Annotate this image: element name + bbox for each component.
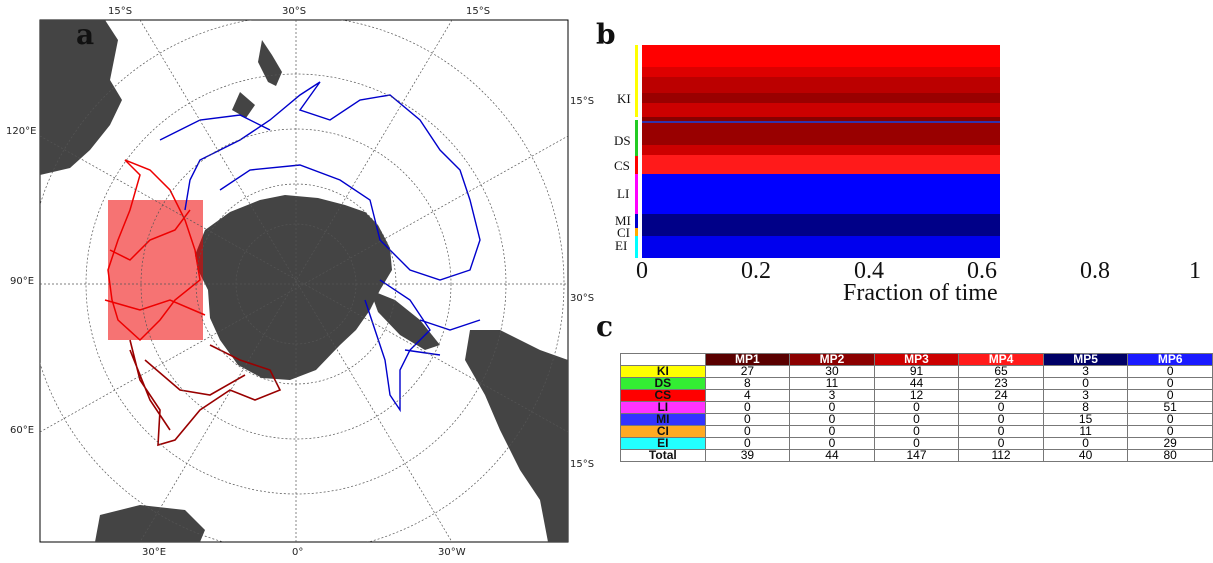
map-panel: a 15°S 30°S 15°S 15°S 30°S 15°S 120°E 90… [0, 0, 600, 559]
red-tracks-density [108, 200, 203, 340]
table-body: KI 27 30 91 65 3 0 DS 8 11 44 23 0 0 CS 4 3 12 24 3 0 LI 0 0 0 0 8… [620, 365, 1213, 462]
band-mp2-a [642, 93, 1000, 103]
row-header-total: Total [620, 449, 706, 462]
x-tick-0: 0 [636, 258, 648, 284]
table-cell: 112 [958, 449, 1044, 462]
x-tick-0-4: 0.4 [854, 258, 884, 284]
antarctic-peninsula [370, 290, 440, 350]
group-label-mi: MI [615, 213, 631, 228]
band-mp1-a [642, 117, 1000, 121]
table-cell: 147 [873, 449, 960, 462]
group-bar-ds [635, 120, 638, 156]
lat-label-top-right: 15°S [466, 6, 491, 17]
group-label-ei: EI [615, 238, 628, 253]
group-label-li: LI [617, 186, 630, 201]
table-cell: 80 [1127, 449, 1213, 462]
graticule [40, 20, 568, 542]
table-row: KI 27 30 91 65 3 0 [620, 365, 1213, 378]
band-mp4-a [642, 45, 1000, 67]
panel-c-letter: c [596, 310, 614, 343]
lon-label-left-lower: 60°E [10, 425, 35, 436]
group-label-ds: DS [614, 133, 631, 148]
new-zealand-land [258, 40, 282, 86]
group-label-ci: CI [617, 225, 630, 240]
band-mp5-thin [642, 121, 1000, 123]
antarctica-land [195, 195, 392, 380]
table-cell: 44 [789, 449, 875, 462]
column-header-mp5: MP5 [1042, 353, 1129, 366]
blue-tracks-pacific [159, 81, 481, 281]
row-header-cs: CS [620, 389, 706, 402]
polar-map [39, 19, 569, 543]
lon-label-bottom-left: 30°E [142, 547, 167, 558]
table-cell: 24 [958, 389, 1044, 402]
band-mp5-a [642, 214, 1000, 236]
panel-a-letter: a [76, 18, 95, 51]
x-tick-1: 1 [1189, 258, 1201, 284]
fraction-time-chart [635, 45, 1000, 258]
lat-label-right-lower: 15°S [570, 459, 595, 470]
lon-label-left-upper: 120°E [6, 126, 37, 137]
table-cell: 40 [1042, 449, 1129, 462]
band-mp2-b [642, 123, 1000, 145]
group-bar-cs [635, 156, 638, 174]
table-row: Total 39 44 147 112 40 80 [620, 449, 1213, 462]
lat-label-right-mid: 30°S [570, 293, 595, 304]
panel-b-letter: b [596, 18, 616, 51]
table-header-row: MP1 MP2 MP3 MP4 MP5 MP6 [620, 353, 1213, 366]
band-mp3-d [642, 145, 1000, 155]
column-header-mp2: MP2 [789, 353, 875, 366]
group-bar-ei [635, 236, 638, 258]
x-tick-0-6: 0.6 [967, 258, 997, 284]
new-zealand-south [232, 92, 255, 118]
band-mp4-b [642, 155, 1000, 174]
table-corner-cell [620, 353, 706, 366]
group-bar-ci [635, 228, 638, 236]
lat-label-top-left: 15°S [108, 6, 133, 17]
band-mp6-b [642, 236, 1000, 258]
x-tick-0-8: 0.8 [1080, 258, 1110, 284]
table-cell: 39 [704, 449, 791, 462]
australia-land [40, 20, 122, 175]
lon-label-left-mid: 90°E [10, 276, 35, 287]
x-tick-0-2: 0.2 [741, 258, 771, 284]
x-axis-title: Fraction of time [843, 280, 998, 306]
africa-land [95, 505, 205, 542]
band-mp6-a [642, 174, 1000, 214]
band-mp3-c [642, 103, 1000, 117]
row-header-ds: DS [620, 377, 706, 390]
row-header-li: LI [620, 401, 706, 414]
column-header-mp3: MP3 [873, 353, 960, 366]
column-header-mp1: MP1 [704, 353, 791, 366]
lon-label-bottom-right: 30°W [438, 547, 466, 558]
mp-table: MP1 MP2 MP3 MP4 MP5 MP6 KI 27 30 91 65 3 0 DS 8 11 44 23… [620, 353, 1213, 462]
lon-label-bottom-mid: 0° [292, 547, 304, 558]
lat-label-top-mid: 30°S [282, 6, 307, 17]
band-mp3-b [642, 77, 1000, 93]
row-header-ci: CI [620, 425, 706, 438]
group-bar-li [635, 174, 638, 214]
darkred-tracks [129, 339, 282, 447]
band-mp3-a [642, 67, 1000, 77]
group-label-cs: CS [614, 158, 630, 173]
group-label-ki: KI [617, 91, 631, 106]
group-bar-mi [635, 214, 638, 228]
group-bar-ki [635, 45, 638, 117]
lat-label-right-upper: 15°S [570, 96, 595, 107]
